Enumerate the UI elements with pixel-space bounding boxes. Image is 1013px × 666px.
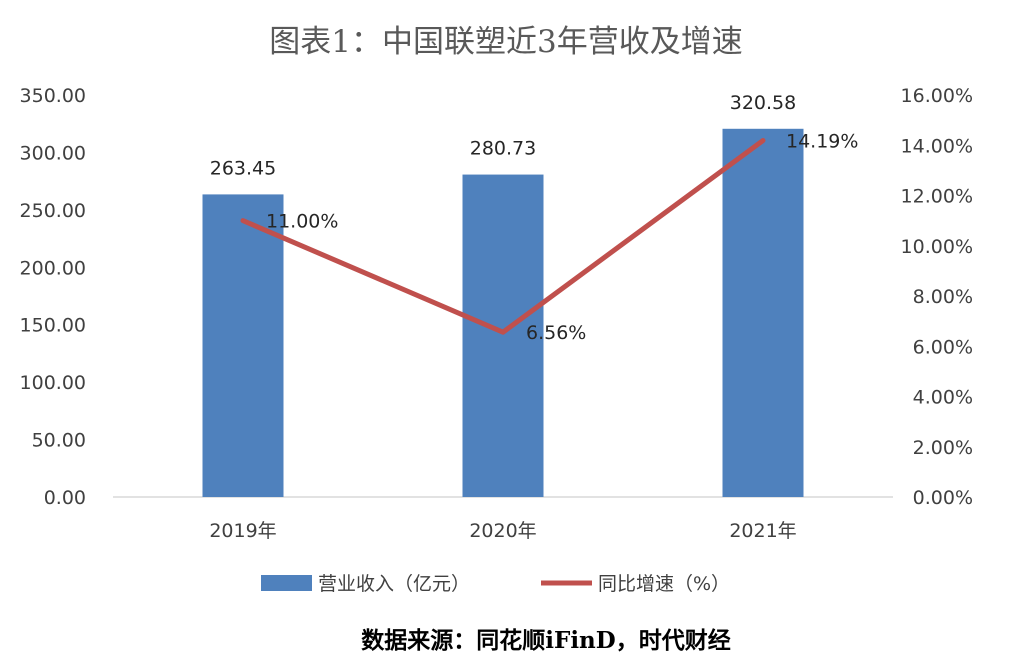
left-tick-label: 350.00 bbox=[20, 85, 86, 107]
x-tick-label: 2021年 bbox=[729, 520, 796, 542]
source-note: 数据来源：同花顺iFinD，时代财经 bbox=[361, 627, 730, 654]
bar-data-labels: 263.45 280.73 320.58 bbox=[210, 92, 796, 180]
left-tick-label: 100.00 bbox=[20, 372, 86, 394]
line-point bbox=[502, 331, 504, 333]
bar-value-label: 280.73 bbox=[470, 138, 536, 160]
left-tick-label: 200.00 bbox=[20, 257, 86, 279]
line-value-label: 11.00% bbox=[266, 211, 338, 233]
bar-value-label: 263.45 bbox=[210, 157, 276, 179]
left-tick-label: 150.00 bbox=[20, 315, 86, 337]
legend-label-growth: 同比增速（%） bbox=[598, 573, 730, 595]
left-axis: 0.00 50.00 100.00 150.00 200.00 250.00 300.00 3… bbox=[20, 85, 86, 509]
right-axis: 0.00% 2.00% 4.00% 6.00% 8.00% 10.00% 12.00% 14.… bbox=[901, 85, 973, 509]
line-data-labels: 11.00% 6.56% 14.19% bbox=[266, 130, 858, 344]
right-tick-label: 0.00% bbox=[913, 487, 973, 509]
left-tick-label: 300.00 bbox=[20, 142, 86, 164]
bar-value-label: 320.58 bbox=[730, 92, 796, 114]
right-tick-label: 14.00% bbox=[901, 135, 973, 157]
right-tick-label: 10.00% bbox=[901, 236, 973, 258]
line-point bbox=[762, 139, 764, 141]
left-tick-label: 0.00 bbox=[44, 487, 86, 509]
right-tick-label: 2.00% bbox=[913, 437, 973, 459]
left-tick-label: 50.00 bbox=[32, 430, 86, 452]
bar bbox=[462, 174, 544, 498]
right-tick-label: 8.00% bbox=[913, 286, 973, 308]
line-value-label: 6.56% bbox=[526, 322, 586, 344]
x-tick-label: 2020年 bbox=[469, 520, 536, 542]
bar bbox=[202, 194, 284, 497]
legend: 营业收入（亿元） 同比增速（%） bbox=[261, 573, 730, 595]
right-tick-label: 12.00% bbox=[901, 186, 973, 208]
chart-title: 图表1：中国联塑近3年营收及增速 bbox=[269, 24, 742, 60]
line-series bbox=[240, 137, 766, 335]
x-axis: 2019年 2020年 2021年 bbox=[209, 520, 796, 542]
legend-swatch-revenue bbox=[261, 575, 312, 591]
bar bbox=[722, 128, 804, 498]
bar-series bbox=[202, 128, 804, 498]
legend-label-revenue: 营业收入（亿元） bbox=[318, 573, 470, 595]
x-tick-label: 2019年 bbox=[209, 520, 276, 542]
right-tick-label: 6.00% bbox=[913, 336, 973, 358]
line-value-label: 14.19% bbox=[786, 130, 858, 152]
left-tick-label: 250.00 bbox=[20, 200, 86, 222]
right-tick-label: 16.00% bbox=[901, 85, 973, 107]
line-point bbox=[242, 220, 244, 222]
right-tick-label: 4.00% bbox=[913, 387, 973, 409]
